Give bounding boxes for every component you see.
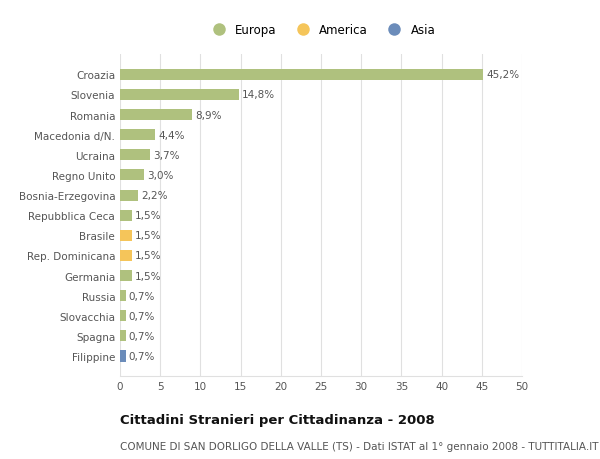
Bar <box>120 330 125 341</box>
Text: 1,5%: 1,5% <box>135 231 162 241</box>
Text: 1,5%: 1,5% <box>135 251 162 261</box>
Text: 0,7%: 0,7% <box>129 351 155 361</box>
Bar <box>120 270 132 281</box>
Bar <box>120 311 125 322</box>
Legend: Europa, America, Asia: Europa, America, Asia <box>202 19 440 42</box>
Text: 0,7%: 0,7% <box>129 291 155 301</box>
Text: 3,0%: 3,0% <box>148 171 174 180</box>
Text: 0,7%: 0,7% <box>129 331 155 341</box>
Text: 45,2%: 45,2% <box>487 70 520 80</box>
Text: 14,8%: 14,8% <box>242 90 275 100</box>
Text: 1,5%: 1,5% <box>135 211 162 221</box>
Bar <box>120 70 484 81</box>
Bar <box>120 190 137 201</box>
Text: 1,5%: 1,5% <box>135 271 162 281</box>
Bar <box>120 170 144 181</box>
Text: 8,9%: 8,9% <box>195 110 221 120</box>
Bar <box>120 291 125 302</box>
Text: 4,4%: 4,4% <box>158 130 185 140</box>
Bar <box>120 130 155 141</box>
Text: 3,7%: 3,7% <box>153 151 179 161</box>
Bar <box>120 230 132 241</box>
Bar <box>120 90 239 101</box>
Bar <box>120 150 150 161</box>
Text: 2,2%: 2,2% <box>141 190 167 201</box>
Bar <box>120 351 125 362</box>
Text: COMUNE DI SAN DORLIGO DELLA VALLE (TS) - Dati ISTAT al 1° gennaio 2008 - TUTTITA: COMUNE DI SAN DORLIGO DELLA VALLE (TS) -… <box>120 441 599 451</box>
Text: Cittadini Stranieri per Cittadinanza - 2008: Cittadini Stranieri per Cittadinanza - 2… <box>120 413 435 426</box>
Bar <box>120 110 191 121</box>
Bar <box>120 210 132 221</box>
Text: 0,7%: 0,7% <box>129 311 155 321</box>
Bar <box>120 250 132 262</box>
